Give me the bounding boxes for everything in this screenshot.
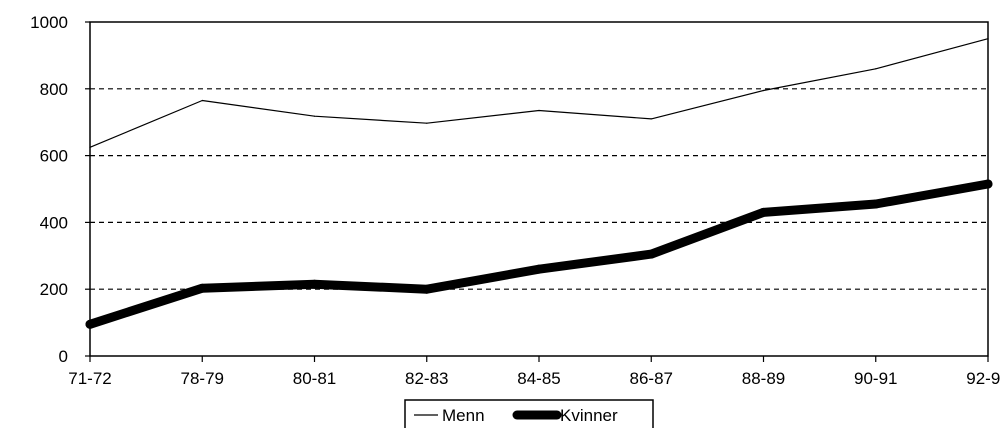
y-tick-label: 1000 [30, 13, 68, 32]
y-tick-label: 600 [40, 147, 68, 166]
data-point-menn [650, 118, 652, 120]
series-lines [85, 38, 993, 329]
x-tick-label: 71-72 [68, 369, 111, 388]
x-tick-label: 84-85 [517, 369, 560, 388]
x-tick-label: 88-89 [742, 369, 785, 388]
legend-label-kvinner: Kvinner [560, 406, 618, 425]
data-point-kvinner [534, 264, 544, 274]
data-point-menn [426, 122, 428, 124]
plot-area-frame [89, 21, 989, 357]
y-axis-ticks: 0 200 400 600 800 1000 [30, 13, 90, 366]
data-point-menn [313, 115, 316, 117]
data-point-kvinner [310, 279, 319, 289]
data-point-kvinner [422, 284, 432, 294]
x-tick-label: 82-83 [405, 369, 448, 388]
x-tick-label: 80-81 [293, 369, 336, 388]
gridlines [90, 88, 988, 290]
legend-label-menn: Menn [442, 406, 485, 425]
data-point-menn [987, 38, 989, 40]
x-tick-label: 92-93 [966, 369, 1000, 388]
y-tick-label: 0 [59, 347, 68, 366]
data-point-kvinner [871, 199, 881, 209]
x-tick-label: 78-79 [181, 369, 224, 388]
data-point-menn [875, 68, 877, 70]
x-tick-label: 86-87 [630, 369, 673, 388]
data-point-menn [201, 99, 203, 102]
data-point-kvinner [759, 207, 768, 217]
data-point-kvinner [646, 249, 656, 259]
data-point-menn [762, 89, 765, 92]
data-point-menn [89, 146, 91, 148]
data-point-kvinner [85, 319, 95, 329]
x-tick-label: 90-91 [854, 369, 897, 388]
data-point-kvinner [983, 179, 993, 189]
data-point-menn [538, 109, 540, 112]
y-tick-label: 200 [40, 280, 68, 299]
y-tick-label: 400 [40, 213, 68, 232]
legend: Menn Kvinner [404, 399, 654, 433]
x-axis-ticks: 71-72 78-79 80-81 82-83 84-85 86-87 88-89 90-91… [68, 356, 1000, 388]
data-point-kvinner [197, 283, 207, 293]
y-tick-label: 800 [40, 80, 68, 99]
